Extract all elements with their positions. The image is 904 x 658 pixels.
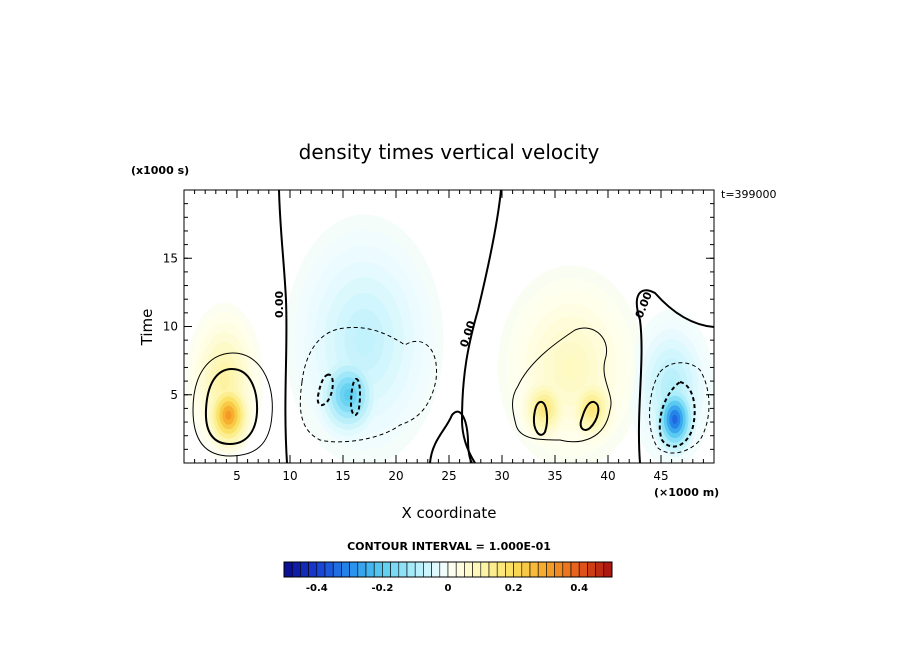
colorbar-swatch <box>537 561 547 578</box>
field-blob <box>225 410 232 420</box>
colorbar-swatch <box>455 561 465 578</box>
x-tick-label: 20 <box>388 469 403 483</box>
colorbar-swatch <box>324 561 334 578</box>
contour-interval-note: CONTOUR INTERVAL = 1.000E-01 <box>347 540 551 553</box>
zero-label-left: 0.00 <box>273 291 286 318</box>
timestamp-label: t=399000 <box>721 188 777 201</box>
colorbar-swatch <box>496 561 506 578</box>
colorbar-swatch <box>562 561 572 578</box>
contour-left-outer <box>192 352 273 457</box>
colorbar-tick-label: -0.2 <box>371 583 393 594</box>
plot-area <box>184 190 714 463</box>
colorbar-swatch <box>447 561 457 578</box>
colorbar-tick-label: -0.4 <box>306 583 328 594</box>
colorbar-tick-label: 0.2 <box>505 583 523 594</box>
y-tick-label: 5 <box>170 388 178 402</box>
colorbar-swatch <box>570 561 580 578</box>
colorbar-swatch <box>529 561 539 578</box>
colorbar-swatch <box>341 561 350 578</box>
colorbar-swatch <box>488 561 498 578</box>
contour-neg-inner-c <box>658 380 696 448</box>
colorbar-swatch <box>283 561 293 578</box>
field-blob <box>354 324 375 356</box>
colorbar-swatch <box>291 561 301 578</box>
strong-contours <box>204 367 600 446</box>
x-unit-label: (×1000 m) <box>654 486 719 499</box>
colorbar-swatch <box>365 561 375 578</box>
colorbar-swatch <box>349 561 359 578</box>
contour-neg-inner-b <box>349 378 361 417</box>
colorbar-swatch <box>423 561 432 578</box>
colorbar-frame <box>283 561 613 578</box>
contour-left-inner <box>204 367 259 446</box>
colorbar-swatch <box>578 561 588 578</box>
x-tick-label: 35 <box>547 469 562 483</box>
colorbar-swatch <box>357 561 367 578</box>
y-tick-label: 10 <box>163 320 178 334</box>
contour-right-positive <box>512 327 612 443</box>
axes: 5 10 15 20 25 30 35 40 45 5 10 15 <box>163 189 715 483</box>
strong-negative-contours <box>316 373 696 448</box>
colorbar-swatch <box>546 561 555 578</box>
colorbar-swatch <box>521 561 531 578</box>
chart-title: density times vertical velocity <box>299 140 600 164</box>
x-tick-label: 30 <box>494 469 509 483</box>
colorbar-swatch <box>603 561 613 578</box>
colorbar-swatch <box>300 561 309 578</box>
x-tick-label: 10 <box>282 469 297 483</box>
colorbar-swatch <box>480 561 490 578</box>
zero-contour-right <box>635 289 714 463</box>
y-unit-label: (x1000 s) <box>131 164 189 177</box>
contour-neg-inner-a <box>316 373 334 407</box>
colorbar-swatch <box>587 561 596 578</box>
colorbar-tick-label: 0 <box>445 583 452 594</box>
colorbar-swatch <box>513 561 523 578</box>
x-tick-label: 5 <box>233 469 241 483</box>
colorbar-swatch <box>414 561 424 578</box>
x-tick-label: 40 <box>600 469 615 483</box>
contour-right-inner-a <box>532 400 549 436</box>
x-tick-label: 25 <box>441 469 456 483</box>
colorbar-swatch <box>431 561 441 578</box>
colorbar-swatch <box>464 561 473 578</box>
colorbar: -0.4 -0.2 0 0.2 0.4 <box>283 561 613 594</box>
positive-contours <box>192 327 612 457</box>
y-axis-label: Time <box>138 309 156 347</box>
colorbar-swatch <box>406 561 416 578</box>
zero-contour-lower <box>429 410 473 463</box>
colorbar-swatch <box>332 561 342 578</box>
y-tick-label: 15 <box>163 251 178 265</box>
zero-contour-middle <box>460 190 502 463</box>
colorbar-tick-label: 0.4 <box>570 583 588 594</box>
colorbar-swatch <box>390 561 400 578</box>
colorbar-swatch <box>554 561 564 578</box>
field-blob <box>561 354 581 381</box>
colorbar-swatch <box>595 561 605 578</box>
x-tick-label: 45 <box>653 469 668 483</box>
negative-contours <box>299 326 710 454</box>
colorbar-swatch <box>398 561 408 578</box>
colorbar-swatch <box>382 561 391 578</box>
field-blob <box>672 414 678 424</box>
zero-contours <box>278 190 714 463</box>
field-blob <box>219 371 230 391</box>
x-tick-label: 15 <box>335 469 350 483</box>
field-blob <box>588 403 596 414</box>
contour-middle-negative <box>299 326 437 443</box>
colorbar-swatch <box>373 561 383 578</box>
zero-contour-left <box>278 190 288 463</box>
colorbar-swatch <box>308 561 318 578</box>
x-axis-label: X coordinate <box>401 504 496 522</box>
colorbar-swatch <box>439 561 449 578</box>
colorbar-swatch <box>472 561 482 578</box>
contour-right-inner-b <box>579 400 600 431</box>
colorbar-swatch <box>505 561 514 578</box>
colorbar-swatch <box>316 561 326 578</box>
